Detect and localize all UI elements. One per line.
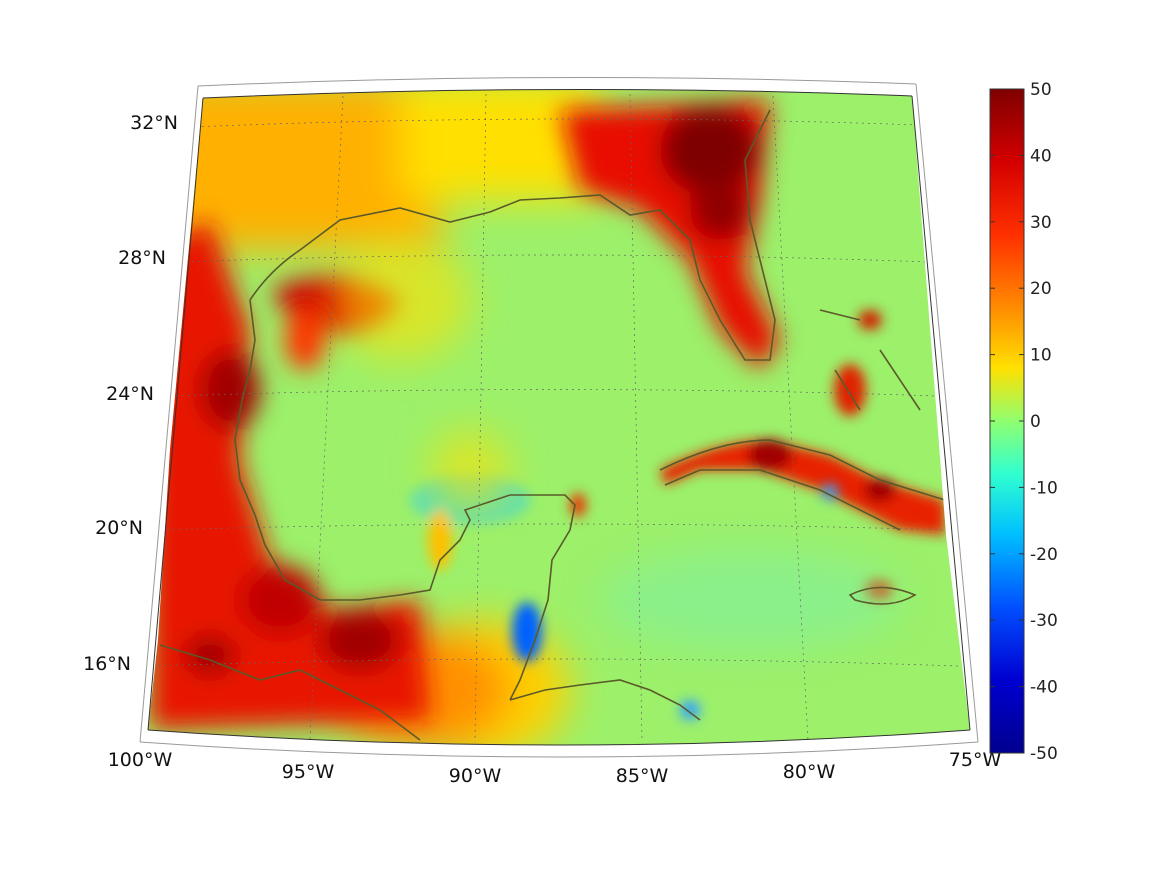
- colorbar-tick-label: -10: [1030, 478, 1058, 498]
- latitude-labels: 32°N 28°N 24°N 20°N 16°N: [83, 112, 178, 675]
- longitude-labels: 100°W 95°W 90°W 85°W 80°W 75°W: [108, 749, 1002, 787]
- colorbar-tick-label: -40: [1030, 678, 1058, 698]
- colorbar-tick-label: 20: [1030, 279, 1052, 299]
- colorbar-tick-label: -50: [1030, 744, 1058, 764]
- colorbar-tick-label: -20: [1030, 545, 1058, 565]
- lat-label-20n: 20°N: [95, 517, 143, 539]
- lon-label-80w: 80°W: [783, 761, 836, 783]
- lat-label-28n: 28°N: [118, 247, 166, 269]
- colorbar-tick-label: 10: [1030, 346, 1052, 366]
- map-frame: [139, 76, 979, 758]
- colorbar-ticks: 50 40 30 20 10 0 -10 -20 -30 -40 -50: [990, 80, 1058, 764]
- lat-label-16n: 16°N: [83, 653, 131, 675]
- colorbar-tick-label: -30: [1030, 611, 1058, 631]
- lat-label-24n: 24°N: [106, 383, 154, 405]
- colorbar: 50 40 30 20 10 0 -10 -20 -30 -40 -50: [989, 80, 1058, 764]
- colorbar-gradient: [989, 88, 1025, 754]
- lon-label-85w: 85°W: [616, 765, 669, 787]
- colorbar-tick-label: 50: [1030, 80, 1052, 100]
- map-field: [148, 89, 970, 745]
- colorbar-tick-label: 0: [1030, 412, 1041, 432]
- graticule: [151, 93, 959, 743]
- colorbar-tick-label: 40: [1030, 146, 1052, 166]
- lon-label-90w: 90°W: [449, 765, 502, 787]
- coastlines: [159, 109, 946, 741]
- lat-label-32n: 32°N: [130, 112, 178, 134]
- colorbar-tick-label: 30: [1030, 213, 1052, 233]
- lon-label-95w: 95°W: [282, 761, 335, 783]
- lon-label-100w: 100°W: [108, 749, 173, 771]
- lon-label-75w: 75°W: [949, 749, 1002, 771]
